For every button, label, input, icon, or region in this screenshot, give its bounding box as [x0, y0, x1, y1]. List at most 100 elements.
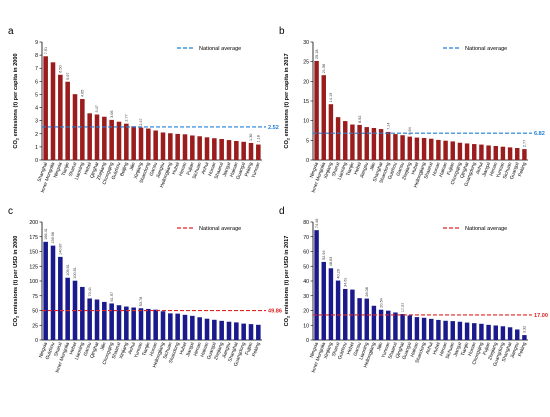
x-tick-label: Yunnan — [251, 161, 262, 179]
x-tick-label: Tianjin — [460, 341, 471, 356]
data-label: 14.19 — [329, 93, 333, 103]
bar-henan — [493, 146, 498, 160]
y-tick-label: 125 — [29, 264, 38, 270]
y-tick-label: 25 — [303, 60, 309, 66]
x-tick-label: Gansu — [352, 341, 363, 357]
x-tick-label: Beijing — [119, 161, 130, 177]
y-tick-label: 2 — [35, 132, 38, 138]
bar-shandong — [146, 128, 151, 160]
bar-guizhou — [50, 245, 56, 340]
y-tick-label: 0 — [306, 158, 309, 164]
x-tick-label: Tianjin — [141, 341, 152, 356]
bar-guizhou — [393, 134, 398, 160]
panel-b: b 0 5 10 15 20 25 30 CO2 emissions (t) per capit… — [279, 26, 545, 194]
x-tick-label: Jiangsu — [509, 341, 520, 359]
x-tick-label: Jiangsu — [359, 161, 370, 179]
y-tick-label: 15 — [303, 99, 309, 105]
y-tick-label: 25 — [32, 323, 38, 329]
data-label: 48.63 — [329, 257, 333, 267]
y-tick-label: 0 — [35, 158, 38, 164]
bar-shaanxi — [429, 138, 434, 160]
panel-letter: d — [279, 206, 285, 217]
data-label: 8.92 — [358, 116, 362, 123]
bar-yunnan — [386, 310, 391, 340]
bar-liaoning — [80, 286, 85, 340]
bar-jiangsu — [160, 132, 166, 160]
x-tick-label: Xinjiang — [133, 161, 145, 179]
bar-peking — [256, 324, 261, 340]
y-tick-label: 30 — [303, 40, 309, 46]
data-label: 21.56 — [322, 64, 326, 74]
x-tick-label: Fujian — [482, 341, 492, 356]
x-tick-label: Xinjiang — [118, 341, 130, 359]
x-tick-label: Jilin — [376, 341, 385, 351]
y-tick-label: 40 — [303, 279, 309, 285]
y-tick-label: 200 — [29, 220, 38, 226]
bar-fujian — [248, 324, 254, 340]
bar-yunnan — [138, 308, 144, 340]
data-label: 7.14 — [386, 123, 390, 130]
x-tick-label: Liaoning — [74, 161, 86, 180]
y-tick-label: 6 — [35, 79, 38, 85]
panel-letter: b — [279, 26, 285, 37]
legend-label: National average — [199, 46, 241, 52]
x-tick-label: Hainan — [200, 341, 211, 358]
y-tick-label: 0 — [306, 338, 309, 344]
x-tick-label: Hunan — [431, 161, 442, 177]
bar-anhui — [131, 307, 136, 340]
data-label: 166.41 — [44, 228, 48, 240]
x-tick-label: Guizhou — [337, 341, 349, 360]
bar-guangxi — [515, 148, 520, 160]
x-tick-label: Peking — [251, 341, 262, 357]
bar-beijing — [124, 123, 129, 160]
bar-sichuan — [450, 321, 455, 340]
x-tick-label: Yunnan — [133, 341, 144, 359]
x-tick-label: Hubei — [171, 162, 181, 176]
x-tick-label: Hebei — [346, 342, 356, 356]
bar-hainan — [414, 317, 420, 340]
bar-hunan — [212, 138, 217, 160]
legend-label: National average — [465, 46, 507, 52]
bar-hubei — [175, 133, 180, 160]
bar-jiangxi — [190, 315, 195, 340]
bar-jilin — [131, 126, 136, 160]
bar-shanghai — [234, 322, 239, 340]
bar-xinjiang — [124, 306, 129, 340]
x-tick-label: Shaanxi — [111, 342, 123, 360]
bar-shanghai — [43, 56, 48, 160]
legend: National average — [443, 46, 507, 52]
x-tick-label: Sichuan — [445, 341, 457, 360]
data-label: 100.51 — [73, 267, 77, 279]
x-tick-label: Anhui — [475, 162, 485, 176]
bar-liaoning — [364, 298, 369, 340]
bar-qinghai — [94, 299, 100, 340]
bar-henan — [197, 317, 202, 340]
x-tick-label: Guizhou — [387, 161, 399, 180]
bar-heilongjiang — [371, 305, 377, 340]
bar-chongqing — [109, 119, 114, 160]
y-tick-label: 1 — [35, 145, 38, 151]
x-tick-label: Peking — [244, 161, 255, 177]
data-label: 52.94 — [322, 250, 326, 260]
y-axis-label: CO2 emissions (t) per capita in 2017 — [284, 53, 291, 148]
x-tick-label: Guangxi — [401, 342, 413, 361]
x-tick-label: Gansu — [149, 161, 160, 177]
data-label: 74.46 — [315, 219, 319, 229]
bar-guangdong — [472, 144, 477, 160]
bar-hunan — [472, 323, 477, 340]
x-tick-label: Qinghai — [89, 342, 100, 360]
bar-ningxia — [58, 74, 63, 160]
bar-hebei — [357, 124, 362, 160]
legend: National average — [443, 226, 507, 232]
bar-hunan — [436, 139, 441, 160]
bar-liaoning — [80, 99, 85, 160]
x-tick-label: Hunan — [467, 341, 478, 357]
data-label: 159.96 — [51, 232, 55, 244]
x-tick-label: Ningxia — [53, 161, 64, 178]
bar-shanxi — [335, 117, 341, 160]
bar-tianjin — [350, 124, 355, 160]
bar-inner-mongolia — [321, 261, 326, 340]
bar-chongqing — [457, 142, 463, 160]
data-label: 105.51 — [66, 264, 70, 276]
bar-inner-mongolia — [65, 277, 70, 340]
